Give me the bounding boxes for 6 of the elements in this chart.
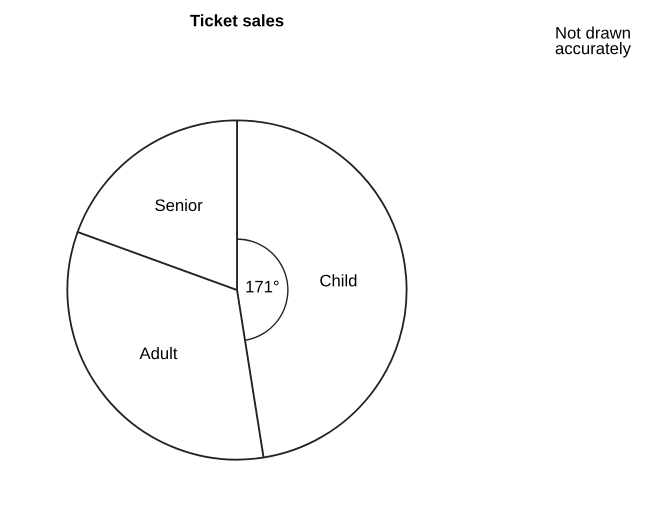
- slice-label: Child: [320, 274, 356, 286]
- slice-label: Adult: [140, 346, 178, 360]
- slice-label: Senior: [155, 198, 202, 212]
- data-label: 171°: [246, 280, 279, 292]
- chart-title: Ticket sales: [190, 14, 284, 26]
- text: Not drawn accurately: [556, 26, 631, 58]
